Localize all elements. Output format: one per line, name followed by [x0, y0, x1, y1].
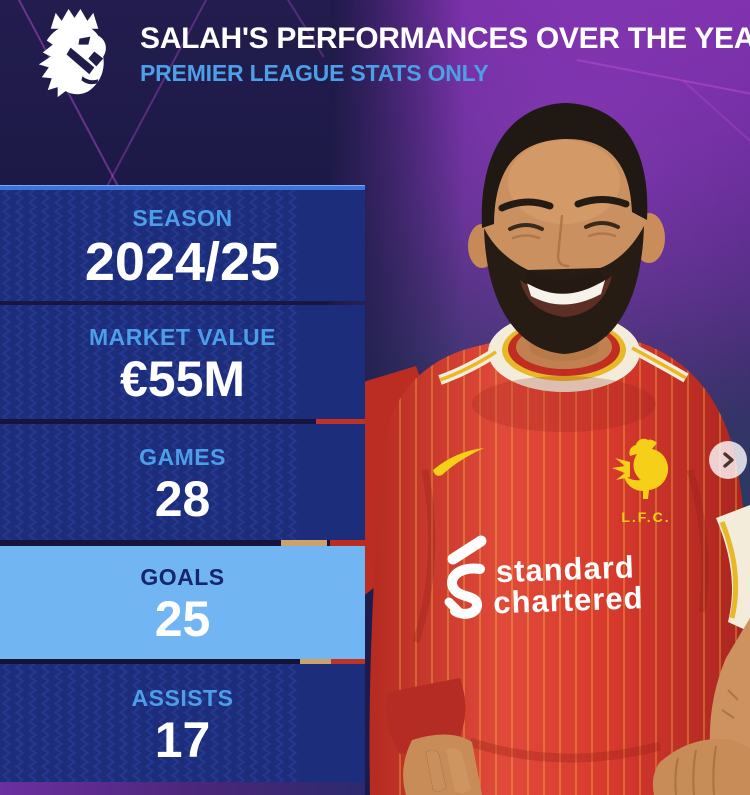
- stat-row-season: SEASON 2024/25: [0, 186, 365, 301]
- photo-sliver-sleeve: [331, 659, 365, 665]
- chest-shadow: [472, 376, 656, 432]
- standard-chartered-emblem: [444, 535, 487, 619]
- crest-text: L.F.C.: [621, 509, 670, 525]
- chevron-right-icon: [723, 452, 734, 468]
- carousel-next-button[interactable]: [709, 441, 747, 479]
- stat-label: GOALS: [140, 564, 225, 590]
- nike-swoosh-icon: [433, 448, 484, 476]
- stat-value: 28: [154, 470, 211, 527]
- crown-icon: [50, 8, 99, 29]
- stat-label: SEASON: [132, 204, 233, 231]
- svg-text:standard: standard: [495, 549, 635, 589]
- photo-sliver-hand: [281, 540, 327, 547]
- right-hand: [385, 678, 482, 795]
- left-hand: [652, 618, 750, 795]
- shirt-folds: [412, 469, 709, 763]
- bottom-accent-strip: [0, 782, 365, 795]
- photo-sliver-hand: [300, 659, 331, 665]
- player-photo-illustration: L.F.C. standard chartered: [330, 0, 750, 795]
- stat-value: 25: [154, 591, 211, 647]
- sponsor-text: standard chartered: [493, 549, 644, 620]
- salah-illustration: L.F.C. standard chartered: [330, 103, 750, 795]
- header: SALAH'S PERFORMANCES OVER THE YEARS PREM…: [0, 0, 750, 186]
- svg-text:chartered: chartered: [493, 580, 644, 620]
- liverpool-crest-icon: [612, 438, 669, 499]
- stat-row-games: GAMES 28: [0, 424, 365, 540]
- stat-row-goals-highlighted: GOALS 25: [0, 546, 365, 659]
- stat-label: ASSISTS: [131, 684, 234, 711]
- sleeve-side-panel: [716, 505, 750, 632]
- photo-sliver-sleeve: [316, 419, 365, 425]
- stat-value: 17: [154, 711, 211, 768]
- page-title: SALAH'S PERFORMANCES OVER THE YEARS: [140, 22, 750, 55]
- stat-value: 2024/25: [84, 231, 281, 292]
- stat-value: €55M: [119, 350, 246, 407]
- stat-row-market-value: MARKET VALUE €55M: [0, 305, 365, 419]
- premier-league-lion-logo: [25, 5, 124, 105]
- stat-label: MARKET VALUE: [88, 323, 276, 350]
- stat-label: GAMES: [139, 443, 226, 470]
- page-subtitle: PREMIER LEAGUE STATS ONLY: [140, 60, 489, 86]
- stat-row-assists: ASSISTS 17: [0, 664, 365, 782]
- face: [468, 103, 665, 354]
